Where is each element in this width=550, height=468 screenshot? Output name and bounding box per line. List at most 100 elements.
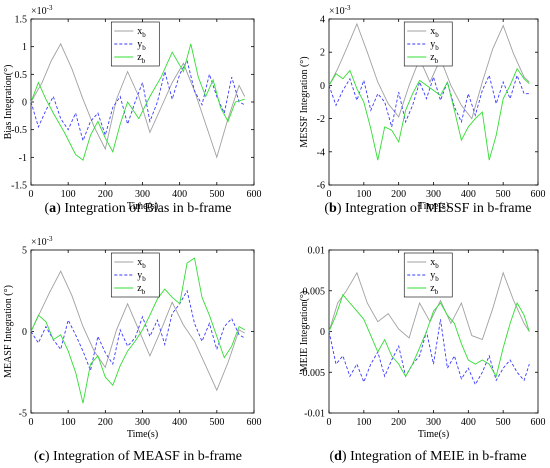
panel-caption: (c) Integration of MEASF in b-frame [34,449,242,464]
legend-label-xb: xb [137,257,146,270]
series-line-zb [30,257,245,404]
x-tick-label: 300 [135,189,150,200]
y-tick-label: 0 [320,327,325,338]
legend-subscript: b [142,44,146,52]
x-tick-label: 300 [426,189,441,200]
series-line-yb [30,289,245,373]
caption-tag: d [334,449,342,464]
legend-label-zb: zb [430,283,438,296]
x-tick-label: 600 [531,189,546,200]
x-axis-label: Time(s) [127,201,158,212]
caption-open: ( [329,449,334,464]
x-tick-label: 0 [29,417,34,428]
series-line-zb [328,67,530,161]
y-tick-label: 0 [320,81,325,92]
panel-caption: (b) Integration of MESSF in b-frame [324,201,531,216]
series-line-yb [328,319,530,386]
axis-exponent-power: -3 [47,4,53,12]
panel-caption: (a) Integration of Bias in b-frame [45,201,232,216]
x-tick-label: 200 [98,189,113,200]
axis-exponent-power: -3 [345,4,351,12]
legend-label-xb: xb [137,26,146,39]
x-tick-label: 0 [327,189,332,200]
caption-text: ) Integration of MEASF in b-frame [45,449,242,464]
y-tick-label: 0.005 [303,286,326,297]
legend-box [110,252,160,298]
legend-subscript: b [435,31,439,39]
y-axis-label: MEASF Integration (°) [3,285,14,378]
legend-subscript: b [142,275,146,283]
x-tick-label: 500 [496,189,511,200]
x-tick-label: 500 [496,417,511,428]
caption-text: ) Integration of MESSF in b-frame [337,201,532,216]
caption-text: ) Integration of MEIE in b-frame [342,449,527,464]
x-tick-label: 200 [391,189,406,200]
legend-label-zb: zb [137,283,145,296]
legend-subscript: b [435,262,439,270]
legend-label-xb: xb [430,257,439,270]
x-tick-label: 100 [61,189,76,200]
chart-panel-b: 0 100 200 300 400 500 600 4 2 0 -2 -4 -6 ×10-3 Time(s)… [299,4,546,216]
series-line-xb [328,22,530,120]
y-tick-label: -5 [19,409,27,420]
x-tick-label: 400 [461,417,476,428]
legend-label-zb: zb [137,52,145,65]
legend-subscript: b [435,57,439,65]
x-tick-label: 400 [461,189,476,200]
x-tick-label: 0 [29,189,34,200]
legend-subscript: b [142,288,146,296]
caption-tag: c [39,449,45,464]
x-tick-label: 100 [61,417,76,428]
legend-subscript: b [142,31,146,39]
x-axis-label: Time(s) [418,201,449,212]
x-tick-label: 500 [209,189,224,200]
chart-panel-c: 0 100 200 300 400 500 60050-5×10-3Time(s)MEASF… [3,235,262,464]
y-tick-label: -0.01 [304,409,325,420]
x-axis-label: Time(s) [418,429,449,440]
legend-label-xb: xb [430,26,439,39]
caption-open: ( [45,201,50,216]
x-axis-label: Time(s) [127,429,158,440]
legend-label-yb: yb [137,270,146,283]
chart-panel-a: 0 100 200 300 400 500 600 1.5 1 0.5 0 -0.5 -1 -1.5 ×10… [3,4,262,216]
axis-exponent: ×10-3 [31,235,53,248]
y-tick-label: 2 [320,48,325,59]
legend-label-yb: yb [430,39,439,52]
legend-label-yb: yb [430,270,439,283]
y-tick-label: 5 [22,246,27,257]
axis-exponent: ×10-3 [329,4,351,17]
legend-subscript: b [142,262,146,270]
series-line-zb [30,43,245,161]
y-tick-label: 0.01 [308,246,326,257]
panel-caption: (d) Integration of MEIE in b-frame [329,449,526,464]
y-axis-label: MEIE Integration(°) [299,291,310,372]
y-tick-label: -6 [317,181,325,192]
legend-subscript: b [142,57,146,65]
x-tick-label: 0 [327,417,332,428]
chart-panel-d: 0 100 200 300 400 500 600 0.01 0.005 0 -0.005 -0.01… [299,246,546,465]
x-tick-label: 300 [135,417,150,428]
y-tick-label: -0.005 [299,368,325,379]
x-tick-label: 200 [391,417,406,428]
x-tick-label: 400 [172,417,187,428]
y-tick-label: 1.5 [15,15,28,26]
legend-label-yb: yb [137,39,146,52]
y-axis-label: Bias Integration(°) [3,65,14,140]
x-tick-label: 100 [356,417,371,428]
caption-tag: b [329,201,337,216]
legend-subscript: b [435,288,439,296]
x-tick-label: 600 [247,189,262,200]
axis-exponent-power: -3 [47,235,53,243]
y-tick-label: 0.5 [15,70,28,81]
y-tick-label: 4 [320,15,325,26]
y-tick-label: -1.5 [11,181,27,192]
series-line-yb [30,59,245,143]
y-tick-label: -2 [317,114,325,125]
legend-subscript: b [435,275,439,283]
x-tick-label: 400 [172,189,187,200]
y-tick-label: 0 [22,327,27,338]
caption-open: ( [324,201,329,216]
